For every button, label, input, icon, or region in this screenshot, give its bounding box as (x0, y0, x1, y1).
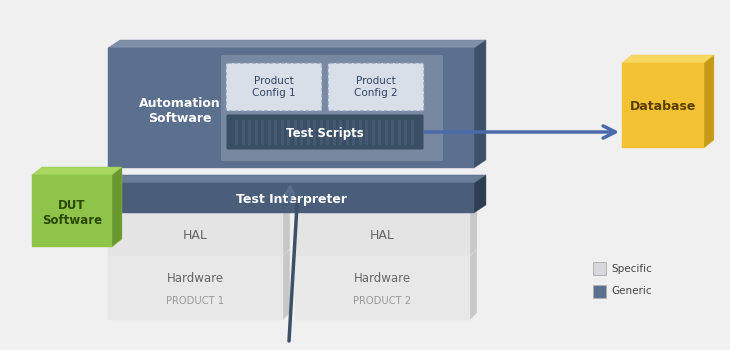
Text: Product
Config 1: Product Config 1 (252, 76, 296, 98)
Text: Product
Config 2: Product Config 2 (354, 76, 398, 98)
Polygon shape (704, 55, 714, 148)
Text: Test Scripts: Test Scripts (286, 126, 364, 140)
Polygon shape (108, 48, 474, 168)
Polygon shape (622, 55, 714, 63)
Bar (593, 285, 606, 298)
Text: PRODUCT 2: PRODUCT 2 (353, 296, 412, 306)
FancyBboxPatch shape (221, 55, 443, 161)
Polygon shape (295, 248, 477, 255)
Polygon shape (108, 183, 474, 213)
Text: Automation
Software: Automation Software (139, 97, 221, 125)
Polygon shape (470, 248, 477, 320)
Polygon shape (112, 167, 122, 247)
Polygon shape (108, 175, 486, 183)
Polygon shape (32, 167, 122, 175)
Text: Test Interpreter: Test Interpreter (236, 193, 347, 205)
Polygon shape (283, 206, 290, 256)
FancyBboxPatch shape (226, 63, 322, 111)
Polygon shape (32, 175, 112, 247)
Polygon shape (283, 248, 290, 320)
Bar (593, 262, 606, 275)
Polygon shape (295, 255, 470, 320)
Polygon shape (470, 206, 477, 256)
Text: PRODUCT 1: PRODUCT 1 (166, 296, 225, 306)
Text: DUT
Software: DUT Software (42, 199, 102, 227)
Text: HAL: HAL (183, 229, 208, 242)
FancyBboxPatch shape (328, 63, 424, 111)
Text: Generic: Generic (611, 287, 652, 296)
Polygon shape (108, 206, 290, 213)
Text: Hardware: Hardware (167, 273, 224, 286)
Polygon shape (108, 40, 486, 48)
Polygon shape (295, 213, 470, 256)
Polygon shape (622, 63, 704, 148)
Text: HAL: HAL (370, 229, 395, 242)
Polygon shape (108, 255, 283, 320)
Polygon shape (474, 175, 486, 213)
Text: Specific: Specific (611, 264, 652, 273)
FancyBboxPatch shape (226, 114, 423, 149)
Polygon shape (474, 40, 486, 168)
Polygon shape (295, 206, 477, 213)
Text: Database: Database (630, 100, 696, 113)
Text: Hardware: Hardware (354, 273, 411, 286)
Polygon shape (108, 213, 283, 256)
Polygon shape (108, 248, 290, 255)
